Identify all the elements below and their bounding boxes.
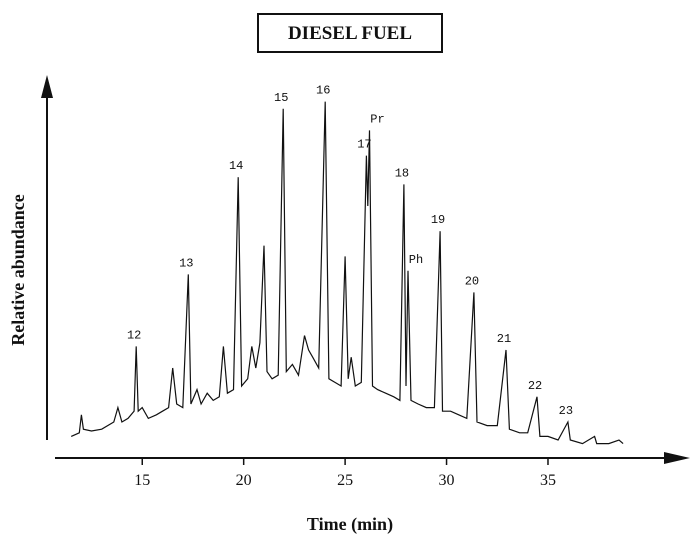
peak-label: Ph (409, 253, 423, 267)
peak-label: 22 (528, 379, 542, 393)
peak-label: 18 (395, 166, 409, 180)
peak-label: 21 (497, 332, 511, 346)
peak-label: 23 (559, 404, 573, 418)
x-tick-label: 35 (540, 472, 556, 489)
x-tick-label: 25 (337, 472, 353, 489)
peak-label: 19 (431, 213, 445, 227)
x-arrow (664, 452, 690, 464)
chromatogram-trace (70, 101, 624, 445)
title-box (257, 13, 443, 53)
peak-label: 13 (179, 256, 193, 270)
peak-label: Pr (370, 112, 384, 126)
y-axis-label: Relative abundance (8, 194, 28, 346)
x-tick-label: 15 (134, 472, 150, 489)
peak-label: 12 (127, 328, 141, 342)
x-tick-label: 30 (439, 472, 455, 489)
chart-title: DIESEL FUEL (288, 23, 412, 44)
peak-label: 14 (229, 159, 243, 173)
y-arrow (41, 75, 53, 98)
peak-label: 17 (357, 138, 371, 152)
peak-label: 15 (274, 91, 288, 105)
x-axis-label: Time (min) (307, 514, 393, 535)
x-tick-label: 20 (236, 472, 252, 489)
peak-label: 20 (465, 274, 479, 288)
peak-label: 16 (316, 84, 330, 98)
